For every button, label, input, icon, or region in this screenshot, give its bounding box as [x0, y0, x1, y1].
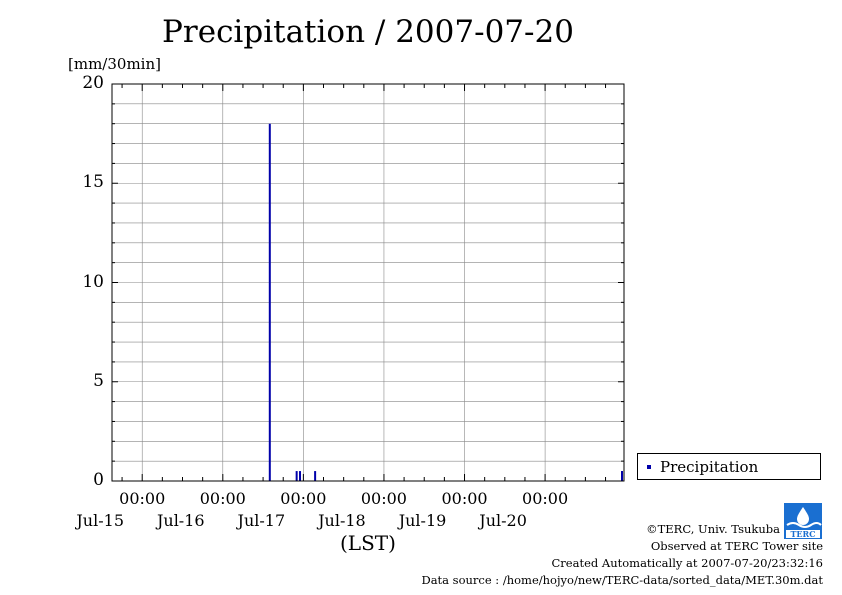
logo-wave-icon [786, 522, 822, 528]
precipitation-bar [299, 471, 302, 481]
logo-text-band [786, 530, 820, 538]
legend-label: Precipitation [660, 458, 759, 476]
precipitation-bar [268, 123, 271, 481]
x-tick-time-label: 00:00 [360, 489, 407, 508]
y-tick-label: 10 [82, 271, 104, 292]
x-tick-date-label: Jul-18 [318, 511, 366, 530]
y-tick-label: 5 [93, 370, 104, 391]
footer-source: Data source : /home/hojyo/new/TERC-data/… [421, 573, 823, 587]
x-tick-time-label: 00:00 [119, 489, 166, 508]
x-tick-time-label: 00:00 [199, 489, 246, 508]
footer-created: Created Automatically at 2007-07-20/23:3… [551, 556, 824, 570]
precipitation-bar [621, 471, 623, 481]
y-tick-label: 15 [82, 172, 104, 193]
x-tick-time-label: 00:00 [280, 489, 327, 508]
logo-drop-icon [797, 507, 809, 525]
chart-title: Precipitation / 2007-07-20 [162, 14, 574, 50]
terc-logo-icon: TERC [784, 503, 822, 539]
y-tick-label: 0 [93, 470, 104, 490]
footer-observed: Observed at TERC Tower site [650, 539, 823, 553]
footer-copyright: ©TERC, Univ. Tsukuba [646, 522, 780, 536]
y-axis-unit-label: [mm/30min] [68, 55, 161, 73]
x-tick-time-label: 00:00 [522, 489, 569, 508]
x-tick-time-label: 00:00 [441, 489, 488, 508]
bars [268, 123, 623, 481]
y-tick-label: 20 [82, 73, 104, 93]
x-tick-date-label: Jul-20 [479, 511, 527, 530]
legend: Precipitation [637, 453, 821, 480]
x-tick-date-label: Jul-15 [76, 511, 124, 530]
logo-text: TERC [790, 529, 815, 539]
x-tick-date-label: Jul-16 [156, 511, 205, 530]
precipitation-bar [295, 471, 298, 481]
legend-swatch [647, 465, 651, 469]
precipitation-bar [314, 471, 317, 481]
x-tick-date-label: Jul-17 [237, 511, 286, 530]
x-axis-label: (LST) [340, 531, 396, 555]
x-tick-date-label: Jul-19 [398, 511, 447, 530]
tick-marks [112, 83, 624, 482]
grid-lines [112, 84, 624, 481]
